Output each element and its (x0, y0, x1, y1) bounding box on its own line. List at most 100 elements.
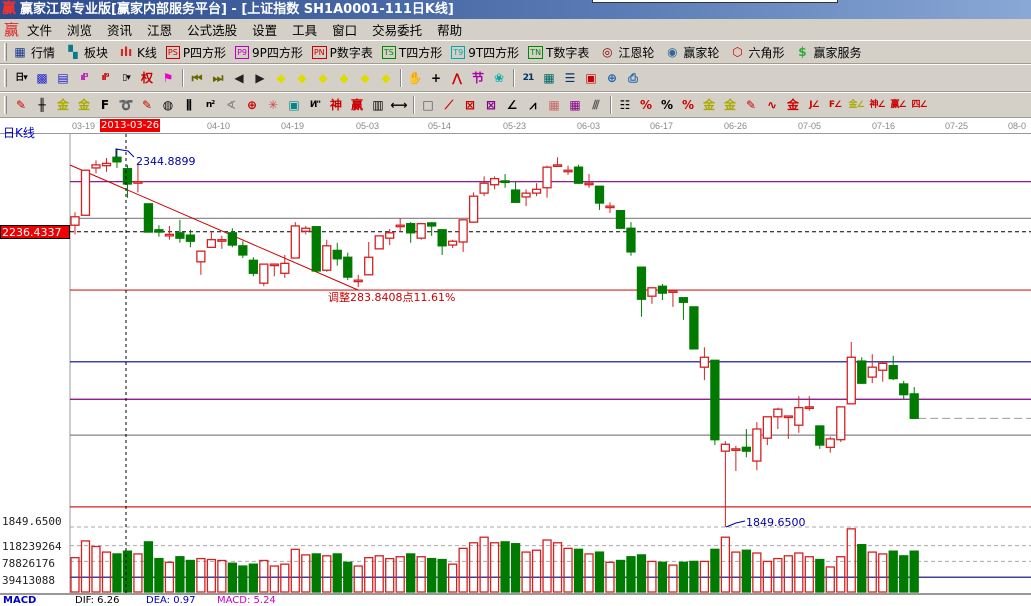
j-angle-button[interactable]: J∠ (804, 96, 824, 114)
expand-h-button[interactable]: ◆ (313, 69, 333, 87)
pen-ruler-button[interactable]: ✎ (137, 96, 157, 114)
menu-item[interactable]: 设置 (252, 23, 278, 38)
star-grid-button[interactable]: ✳ (263, 96, 283, 114)
zigzag-button[interactable]: ⩘ (523, 96, 543, 114)
gann-wheel-button[interactable]: ◎ 江恩轮 (598, 43, 654, 61)
gold-levels-button[interactable]: 金 (720, 96, 740, 114)
n-lines-button[interactable]: И" (305, 96, 325, 114)
notes-button[interactable]: ▤ (53, 69, 73, 87)
gold-lines-2-button[interactable]: 金 (74, 96, 94, 114)
left-button[interactable]: ◀ (229, 69, 249, 87)
tn-box-button[interactable]: TN T数字表 (528, 44, 589, 61)
f-angle-button[interactable]: F∠ (825, 96, 845, 114)
ying-lines-button[interactable]: 赢 (347, 96, 367, 114)
gold-angle-button[interactable]: 金∠ (846, 96, 866, 114)
candle-style-button[interactable]: ▯▾ (116, 69, 136, 87)
grid-button[interactable]: ▦ (544, 96, 564, 114)
gold-red-levels-button[interactable]: 金 (783, 96, 803, 114)
dollar-service-button[interactable]: $ 赢家服务 (793, 43, 861, 61)
angle-button[interactable]: ∢ (221, 96, 241, 114)
first-button[interactable]: ⏮ (187, 69, 207, 87)
ying-angle-button[interactable]: 赢∠ (888, 96, 908, 114)
target-button[interactable]: ⊕ (242, 96, 262, 114)
ts-box-button[interactable]: TS T四方形 (381, 44, 442, 61)
pen-button[interactable]: ✎ (11, 96, 31, 114)
indicator-9-button[interactable]: ıl⁹ (95, 69, 115, 87)
crosshair-button[interactable]: + (426, 69, 446, 87)
big-wheel-button[interactable]: ◉ 赢家轮 (663, 43, 719, 61)
multi-lines-button[interactable]: ⫻ (586, 96, 606, 114)
calculator-button[interactable]: ▦ (539, 69, 559, 87)
toolbar-grip[interactable] (4, 96, 7, 114)
notebook-button[interactable]: ☰ (560, 69, 580, 87)
four-angle-button[interactable]: 四∠ (909, 96, 929, 114)
period-day-button[interactable]: 日▾ (11, 69, 31, 87)
title-input-box[interactable] (592, 0, 838, 3)
indicator-3-button[interactable]: ıl³ (74, 69, 94, 87)
p9-box-button[interactable]: P9 9P四方形 (235, 44, 303, 61)
angle-line-button[interactable]: ∠ (502, 96, 522, 114)
wave-levels-button[interactable]: ∿ (762, 96, 782, 114)
gann-box-button[interactable]: ⊠ (460, 96, 480, 114)
last-button[interactable]: ⏭ (208, 69, 228, 87)
menu-item[interactable]: 帮助 (437, 23, 463, 38)
percent-line-button[interactable]: % (636, 96, 656, 114)
gann-box-2-button[interactable]: ⊠ (481, 96, 501, 114)
fan-button[interactable]: ⟋ (439, 96, 459, 114)
shen-lines-button[interactable]: 神 (326, 96, 346, 114)
vertical-lines-button[interactable]: ⫼ (179, 96, 199, 114)
measure-button[interactable]: ⟷ (389, 96, 409, 114)
shrink-h-button[interactable]: ◆ (334, 69, 354, 87)
toolbar-grip[interactable] (4, 69, 7, 87)
right-button[interactable]: ▶ (250, 69, 270, 87)
cycle-ruler-button[interactable]: ◍ (158, 96, 178, 114)
astro-button[interactable]: ❀ (489, 69, 509, 87)
candlestick-button[interactable]: ılı K线 (117, 43, 157, 61)
shen-angle-button[interactable]: 神∠ (867, 96, 887, 114)
t9-box-button[interactable]: T9 9T四方形 (451, 44, 519, 61)
menu-item[interactable]: 文件 (27, 23, 53, 38)
menu-item[interactable]: 工具 (292, 23, 318, 38)
menu-item[interactable]: 窗口 (332, 23, 358, 38)
quote-table-button[interactable]: ▦ 行情 (11, 43, 55, 61)
flag-button[interactable]: ⚑ (158, 69, 178, 87)
save-button[interactable]: ▣ (581, 69, 601, 87)
grid-2-button[interactable]: ▦ (565, 96, 585, 114)
percent-button[interactable]: % (657, 96, 677, 114)
numbered-grid-button[interactable]: ▥ (368, 96, 388, 114)
menu-item[interactable]: 交易委托 (372, 23, 423, 38)
calendar-button[interactable]: 21 (518, 69, 538, 87)
spiral-button[interactable]: ➰ (116, 96, 136, 114)
menu-item[interactable]: 资讯 (107, 23, 133, 38)
toolbar-grip[interactable] (4, 43, 7, 61)
expand-v-button[interactable]: ◆ (376, 69, 396, 87)
ps-box-button[interactable]: PS P四方形 (165, 44, 226, 61)
box-lines-button[interactable]: □ (418, 96, 438, 114)
hand-button[interactable]: ✋ (405, 69, 425, 87)
polyline-button[interactable]: ⋀ (447, 69, 467, 87)
n2-lines-button[interactable]: n² (200, 96, 220, 114)
fibonacci-button[interactable]: F (95, 96, 115, 114)
gift-button[interactable]: 节 (468, 69, 488, 87)
expand-all-button[interactable]: ◆ (355, 69, 375, 87)
network-button[interactable]: ⊕ (602, 69, 622, 87)
hexagon-button[interactable]: ⬡ 六角形 (728, 43, 784, 61)
gold-coin-button[interactable]: 金 (699, 96, 719, 114)
gold-lines-button[interactable]: 金 (53, 96, 73, 114)
overlay-button[interactable]: ▩ (32, 69, 52, 87)
sector-blocks-button[interactable]: ▚ 板块 (64, 43, 108, 61)
percent-levels-button[interactable]: % (678, 96, 698, 114)
table-lines-button[interactable]: ☷ (615, 96, 635, 114)
parallel-lines-button[interactable]: ╫ (32, 96, 52, 114)
connect-button[interactable]: ⎙ (623, 69, 643, 87)
weight-button[interactable]: 权 (137, 69, 157, 87)
menu-item[interactable]: 江恩 (147, 23, 173, 38)
menu-item[interactable]: 浏览 (67, 23, 93, 38)
pn-box-button[interactable]: PN P数字表 (311, 44, 373, 61)
pen-levels-button[interactable]: ✎ (741, 96, 761, 114)
zoom-left-button[interactable]: ◆ (271, 69, 291, 87)
menu-item[interactable]: 公式选股 (187, 23, 238, 38)
zoom-right-button[interactable]: ◆ (292, 69, 312, 87)
web-grid-button[interactable]: ▣ (284, 96, 304, 114)
